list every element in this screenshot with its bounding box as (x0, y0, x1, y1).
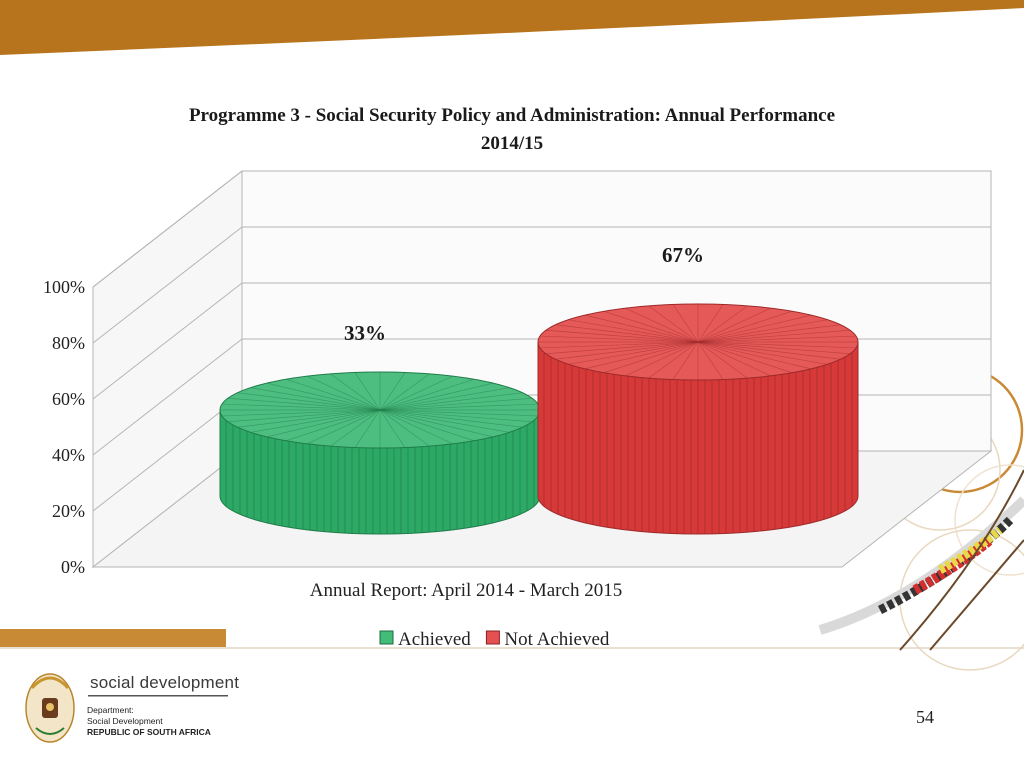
legend-item: Achieved (379, 629, 471, 650)
gridline (92, 394, 243, 512)
x-axis-label: Annual Report: April 2014 - March 2015 (310, 580, 622, 601)
beaded-necklace-image (818, 469, 1024, 651)
footer-band (0, 629, 226, 647)
legend-swatch (379, 630, 394, 645)
gridline (92, 282, 243, 400)
chart-title-line1: Programme 3 - Social Security Policy and… (188, 105, 836, 126)
y-tick-label: 60% (52, 389, 85, 409)
logo-name: social development (90, 673, 240, 692)
chart-title-line2: 2014/15 (480, 133, 544, 154)
data-label: 33% (344, 321, 386, 345)
bar-top-texture (221, 403, 539, 417)
gridline (92, 170, 243, 288)
y-tick-label: 40% (52, 445, 85, 465)
bar-not-achieved (537, 303, 859, 535)
logo-underline (88, 695, 228, 697)
coat-of-arms-icon (25, 673, 75, 743)
legend: Achieved Not Achieved (379, 629, 610, 650)
data-label: 67% (662, 243, 704, 267)
y-tick-label: 80% (52, 333, 85, 353)
bars (219, 303, 859, 535)
y-tick-label: 0% (61, 557, 85, 577)
legend-item: Not Achieved (485, 629, 610, 650)
header-band (0, 0, 1024, 55)
data-labels: 33% 67% (344, 243, 704, 345)
gridline (92, 226, 243, 344)
y-tick-label: 100% (43, 277, 85, 297)
bar-top-texture (539, 335, 857, 349)
footer-divider (0, 647, 1024, 649)
page-number: 54 (916, 707, 934, 727)
legend-label: Not Achieved (504, 629, 610, 650)
gridline (92, 338, 243, 456)
logo-country: REPUBLIC OF SOUTH AFRICA (87, 727, 211, 737)
logo-department-label: Department: (87, 705, 134, 715)
legend-swatch (485, 630, 500, 645)
legend-label: Achieved (398, 629, 471, 650)
y-tick-label: 20% (52, 501, 85, 521)
y-axis: 0% 20% 40% 60% 80% 100% (43, 277, 85, 577)
bar-achieved (219, 371, 541, 535)
logo-department-name: Social Development (87, 716, 163, 726)
chart-title: Programme 3 - Social Security Policy and… (90, 102, 934, 158)
